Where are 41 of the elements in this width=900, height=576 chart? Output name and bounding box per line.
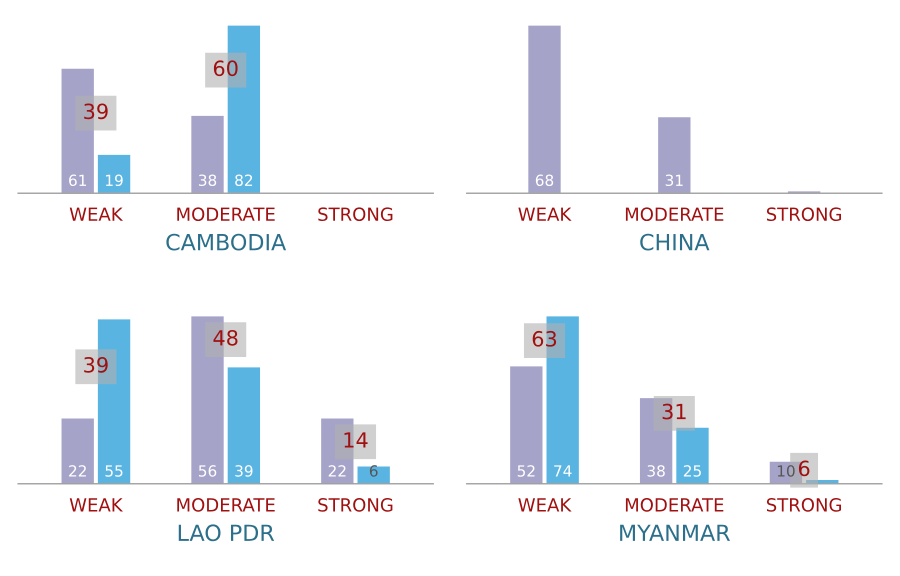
x-tick-label: STRONG	[318, 498, 392, 512]
data-label: 68	[536, 174, 554, 186]
data-label: 10	[778, 465, 795, 477]
text: MYANMAR	[620, 524, 730, 541]
x-tick-label: WEAK	[518, 208, 572, 221]
data-label: 52	[518, 465, 535, 477]
data-label: 22	[328, 465, 346, 476]
annotation: 63	[532, 330, 556, 347]
data-label: 82	[235, 174, 252, 186]
text: CHINA	[640, 234, 710, 251]
data-label: 19	[106, 174, 123, 186]
x-tick-label: STRONG	[318, 207, 392, 222]
data-label: 56	[198, 465, 216, 477]
annotation: 6	[798, 460, 810, 476]
data-label: 31	[666, 174, 683, 186]
data-label: 22	[69, 465, 86, 476]
annotation: 39	[84, 103, 108, 120]
x-tick-label: STRONG	[766, 207, 842, 222]
x-tick-label: WEAK	[518, 498, 572, 512]
data-label: 74	[554, 465, 572, 476]
text: LAO PDR	[178, 524, 274, 542]
data-label: 6	[370, 465, 378, 477]
x-tick-label: MODERATE	[626, 498, 724, 512]
annotation: 14	[344, 432, 368, 448]
data-label: 39	[235, 465, 253, 477]
annotation: 48	[213, 330, 238, 346]
data-label: 38	[648, 465, 665, 477]
x-tick-label: WEAK	[70, 498, 123, 512]
x-tick-label: WEAK	[70, 208, 123, 221]
data-label: 38	[198, 174, 216, 186]
data-label: 61	[69, 174, 86, 186]
data-label: 55	[106, 465, 122, 477]
x-tick-label: MODERATE	[177, 498, 275, 512]
x-tick-label: STRONG	[766, 498, 842, 512]
annotation: 31	[662, 404, 686, 420]
text: CAMBODIA	[166, 234, 286, 251]
annotation: 39	[84, 356, 108, 373]
annotation: 60	[214, 60, 238, 76]
data-label: 25	[684, 465, 701, 477]
x-tick-label: MODERATE	[177, 207, 275, 222]
x-tick-label: MODERATE	[626, 207, 724, 222]
